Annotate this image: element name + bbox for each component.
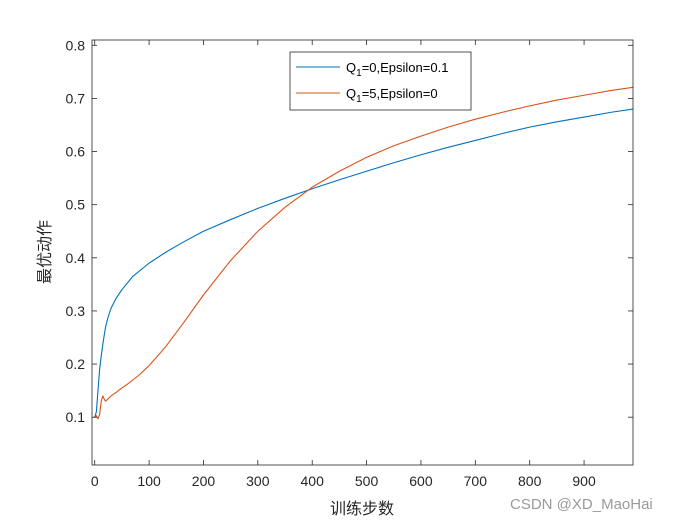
y-axis-label: 最优动作 — [35, 220, 54, 284]
legend-entry-1: Q1=0,Epsilon=0.1 — [346, 60, 448, 79]
legend-entry-2: Q1=5,Epsilon=0 — [346, 86, 438, 105]
y-tick-label-0.6: 0.6 — [66, 144, 86, 160]
y-tick-label-0.2: 0.2 — [66, 356, 86, 372]
x-tick-label-600: 600 — [409, 473, 433, 489]
y-tick-label-0.5: 0.5 — [66, 197, 86, 213]
x-tick-label-300: 300 — [246, 473, 270, 489]
y-tick-label-0.4: 0.4 — [66, 250, 86, 266]
y-tick-label-0.1: 0.1 — [66, 409, 86, 425]
plot-area — [92, 40, 633, 465]
axes-frame — [91, 39, 634, 466]
y-tick-label-0.7: 0.7 — [66, 90, 86, 106]
x-tick-label-500: 500 — [355, 473, 379, 489]
watermark: CSDN @XD_MaoHai — [510, 496, 653, 513]
x-tick-label-100: 100 — [137, 473, 161, 489]
series-line-1 — [94, 108, 634, 418]
x-tick-label-700: 700 — [464, 473, 488, 489]
y-tick-label-0.3: 0.3 — [66, 303, 86, 319]
x-tick-label-400: 400 — [301, 473, 325, 489]
x-tick-label-200: 200 — [192, 473, 216, 489]
y-tick-label-0.8: 0.8 — [66, 37, 86, 53]
series-layer — [94, 86, 634, 420]
axes-layer: 0 100 200 300 400 500 600 700 800 900 0.1 0.2 0.3 0.4… — [66, 37, 634, 489]
legend: Q1=0,Epsilon=0.1 Q1=5,Epsilon=0 — [289, 51, 472, 111]
x-tick-label-0: 0 — [91, 473, 99, 489]
x-tick-label-800: 800 — [518, 473, 542, 489]
x-axis-label: 训练步数 — [330, 499, 394, 518]
series-line-2 — [94, 86, 634, 420]
legend-box — [289, 51, 472, 111]
x-tick-label-900: 900 — [572, 473, 596, 489]
